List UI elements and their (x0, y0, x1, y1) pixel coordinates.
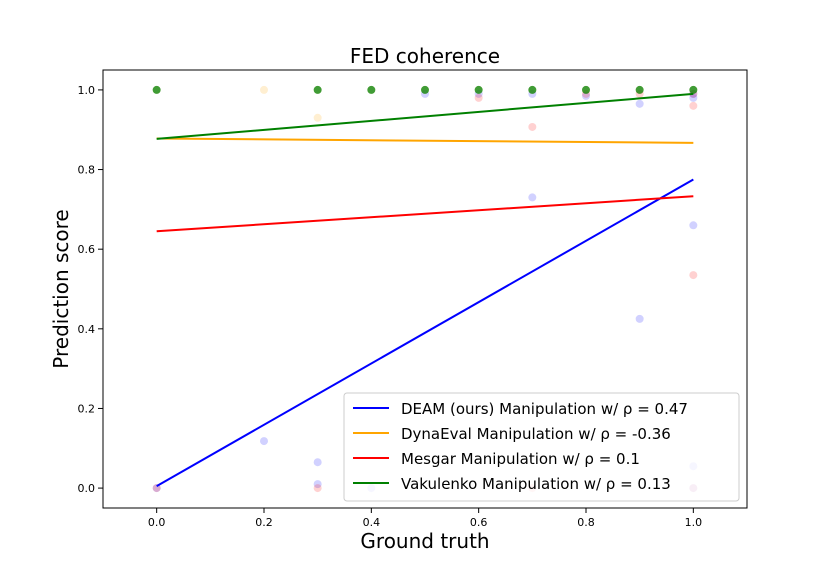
y-tick-label: 0.0 (78, 482, 96, 495)
scatter-point (689, 221, 698, 230)
legend-entry: DEAM (ours) Manipulation w/ ρ = 0.47 (401, 400, 688, 418)
scatter-point (152, 85, 161, 94)
scatter-point (313, 484, 322, 493)
y-tick-label: 0.8 (78, 164, 96, 177)
scatter-point (582, 91, 590, 100)
fit-line (156, 178, 694, 487)
y-tick-label: 0.6 (78, 243, 96, 256)
scatter-point (528, 85, 537, 94)
scatter-point (313, 458, 322, 467)
scatter-point (528, 122, 537, 131)
x-tick-label: 1.0 (685, 516, 703, 529)
scatter-point (313, 85, 322, 94)
legend-box (343, 392, 740, 502)
legend-entry: Vakulenko Manipulation w/ ρ = 0.13 (401, 475, 671, 493)
fit-line (156, 92, 694, 140)
legend-entry: DynaEval Manipulation w/ ρ = -0.36 (401, 425, 671, 443)
scatter-point (689, 271, 698, 280)
x-axis-ticks: 0.0 0.2 0.4 0.6 0.8 1.0 (148, 508, 702, 529)
y-axis-ticks: 0.0 0.2 0.4 0.6 0.8 1.0 (78, 84, 103, 495)
scatter-point (635, 99, 644, 108)
scatter-point (689, 101, 698, 110)
legend: DEAM (ours) Manipulation w/ ρ = 0.47 Dyna… (343, 392, 740, 502)
fit-line (156, 195, 694, 233)
scatter-point (367, 85, 376, 94)
x-tick-label: 0.8 (577, 516, 595, 529)
x-tick-label: 0.2 (255, 516, 273, 529)
y-tick-label: 1.0 (78, 84, 96, 97)
scatter-point (313, 113, 322, 122)
y-axis-label: Prediction score (49, 209, 73, 368)
scatter-point (689, 93, 698, 102)
scatter-point (528, 193, 537, 202)
scatter-point (635, 85, 644, 94)
scatter-point (421, 85, 429, 94)
scatter-point (635, 314, 644, 323)
fit-lines (156, 92, 694, 487)
x-axis-label: Ground truth (360, 529, 489, 553)
x-tick-label: 0.6 (470, 516, 488, 529)
x-tick-label: 0.0 (148, 516, 166, 529)
x-tick-label: 0.4 (363, 516, 381, 529)
fit-line (156, 137, 694, 144)
scatter-point (689, 85, 698, 94)
legend-entry: Mesgar Manipulation w/ ρ = 0.1 (401, 450, 640, 468)
y-tick-label: 0.2 (78, 402, 96, 415)
scatter-point (260, 85, 268, 94)
scatter-point (474, 93, 483, 102)
y-tick-label: 0.4 (78, 323, 96, 336)
scatter-point (260, 437, 268, 446)
scatter-point (474, 85, 483, 94)
scatter-point (582, 85, 590, 94)
plot-frame (102, 69, 748, 509)
scatter-point (313, 480, 322, 489)
chart-title: FED coherence (350, 44, 500, 68)
